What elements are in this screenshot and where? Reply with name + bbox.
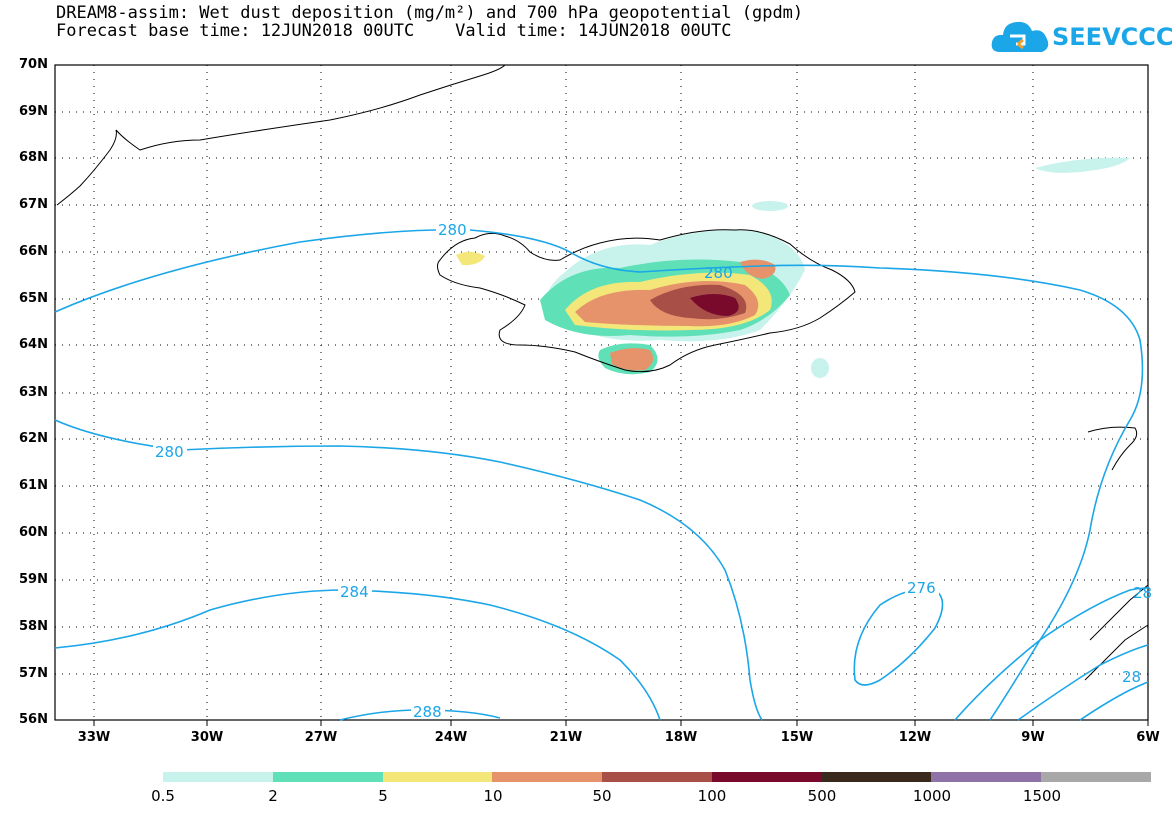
contour-label-276: 276 bbox=[907, 579, 936, 597]
lat-label: 56N bbox=[19, 712, 48, 727]
lat-label: 57N bbox=[19, 666, 48, 681]
lat-label: 61N bbox=[19, 478, 48, 493]
legend-swatch bbox=[931, 772, 1042, 782]
cloud-icon bbox=[991, 21, 1049, 52]
legend-label: 100 bbox=[697, 787, 727, 805]
lat-label: 60N bbox=[19, 525, 48, 540]
lat-label: 62N bbox=[19, 431, 48, 446]
lat-label: 66N bbox=[19, 244, 48, 259]
map-title: DREAM8-assim: Wet dust deposition (mg/m²… bbox=[56, 3, 804, 23]
legend-swatch bbox=[1041, 772, 1152, 782]
logo-text: SEEVCCC bbox=[1052, 23, 1174, 51]
contour-label-280-iceland: 280 bbox=[704, 264, 733, 282]
lat-label: 67N bbox=[19, 197, 48, 212]
lat-label: 70N bbox=[19, 57, 48, 72]
legend-swatch bbox=[602, 772, 712, 782]
legend-label: 50 bbox=[592, 787, 612, 805]
contour-labels: 280 280 280 284 288 276 28 28 bbox=[153, 221, 1152, 721]
contour-label-284: 284 bbox=[340, 583, 369, 601]
contour-label-280-south: 280 bbox=[155, 443, 184, 461]
lon-label: 30W bbox=[190, 730, 224, 745]
coastlines bbox=[56, 64, 1149, 681]
legend-label: 2 bbox=[268, 787, 278, 805]
lon-label: 33W bbox=[77, 730, 111, 745]
graticule bbox=[55, 65, 1148, 720]
geopotential-contours bbox=[54, 228, 1149, 721]
forecast-times: Forecast base time: 12JUN2018 00UTC Vali… bbox=[56, 21, 732, 41]
legend-swatch bbox=[382, 772, 493, 782]
lat-label: 65N bbox=[19, 291, 48, 306]
axis-ticks bbox=[93, 720, 1149, 726]
legend-label: 1500 bbox=[1022, 787, 1062, 805]
lon-label: 21W bbox=[549, 730, 583, 745]
legend-swatch bbox=[492, 772, 603, 782]
legend-label: 1000 bbox=[912, 787, 952, 805]
color-legend bbox=[163, 772, 1152, 782]
contour-label-280-north: 280 bbox=[438, 221, 467, 239]
contour-label-28-top: 28 bbox=[1133, 584, 1152, 602]
lat-label: 63N bbox=[19, 385, 48, 400]
seevccc-logo: SEEVCCC bbox=[990, 14, 1174, 58]
legend-swatch bbox=[163, 772, 273, 782]
contour-label-288: 288 bbox=[413, 703, 442, 721]
legend-label: 0.5 bbox=[151, 787, 175, 805]
lon-label: 27W bbox=[304, 730, 338, 745]
dust-deposition-field bbox=[456, 157, 1130, 378]
lon-label: 18W bbox=[664, 730, 698, 745]
legend-swatch bbox=[272, 772, 383, 782]
lon-label: 6W bbox=[1136, 730, 1160, 745]
lat-label: 68N bbox=[19, 150, 48, 165]
lon-label: 12W bbox=[898, 730, 932, 745]
legend-swatch bbox=[711, 772, 822, 782]
lat-label: 69N bbox=[19, 104, 48, 119]
legend-label: 5 bbox=[378, 787, 388, 805]
lon-label: 15W bbox=[780, 730, 814, 745]
lat-label: 59N bbox=[19, 572, 48, 587]
lat-label: 58N bbox=[19, 619, 48, 634]
lat-label: 64N bbox=[19, 337, 48, 352]
legend-label: 500 bbox=[807, 787, 837, 805]
legend-swatch bbox=[821, 772, 932, 782]
lon-label: 24W bbox=[434, 730, 468, 745]
legend-label: 10 bbox=[483, 787, 503, 805]
contour-label-28-bottom: 28 bbox=[1122, 668, 1141, 686]
lon-label: 9W bbox=[1021, 730, 1045, 745]
